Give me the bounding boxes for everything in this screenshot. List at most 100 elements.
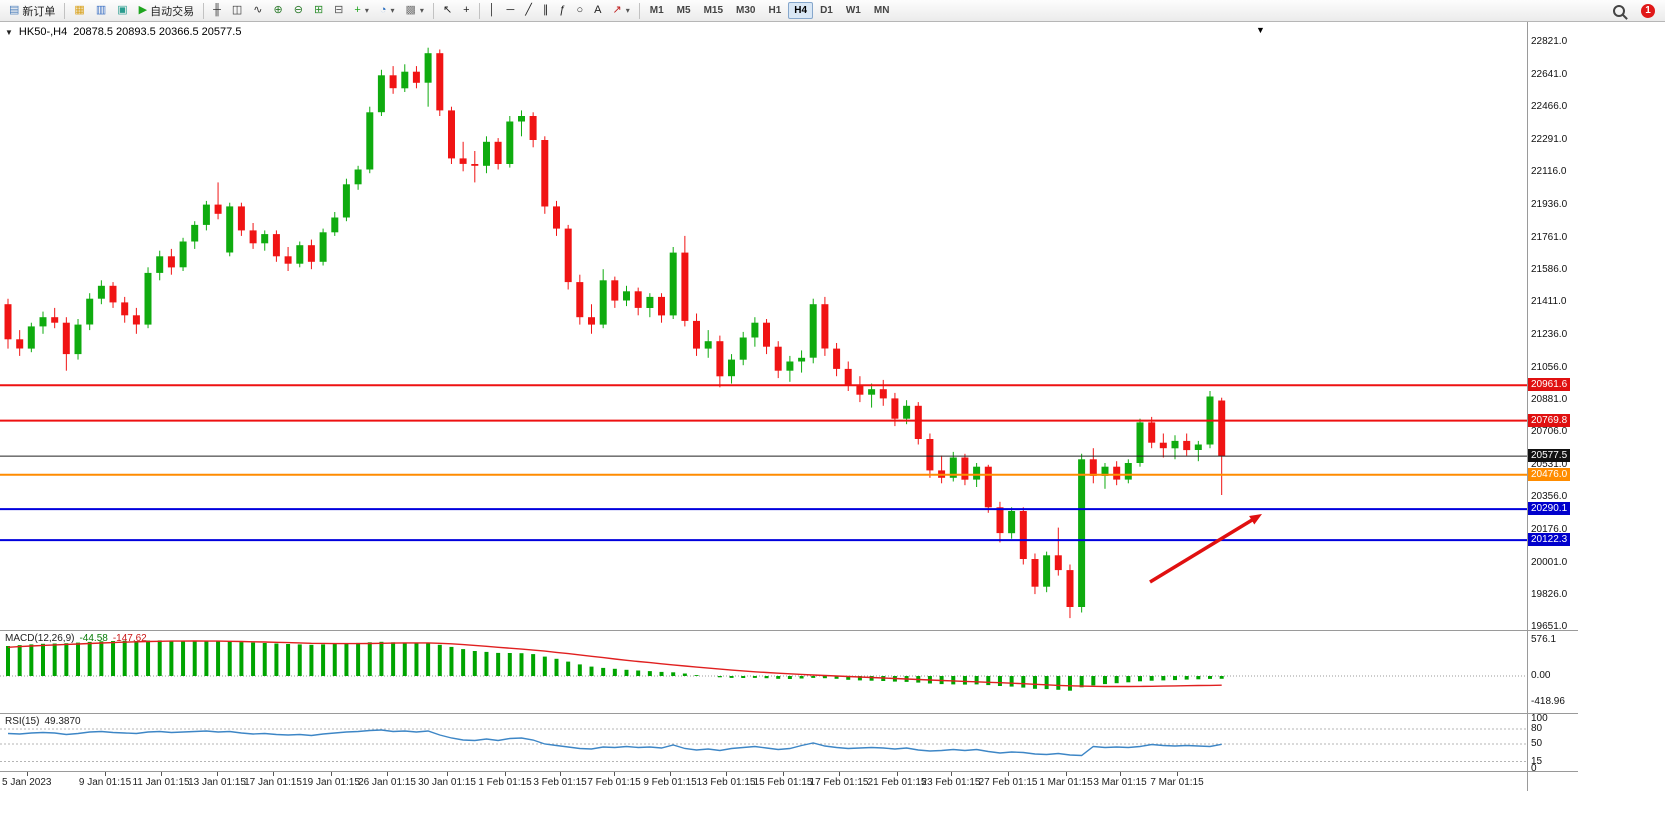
price-tag: 20476.0 (1528, 468, 1571, 481)
zoom-out-button[interactable]: ⊖ (289, 1, 308, 21)
price-axis-label: 20356.0 (1531, 491, 1568, 502)
time-tick (387, 772, 388, 776)
timeframe-button-h4[interactable]: H4 (788, 2, 814, 19)
time-tick (161, 772, 162, 776)
template-button[interactable]: ▩ ▾ (401, 1, 429, 21)
shapes-button[interactable]: ○ (572, 1, 589, 21)
chevron-down-icon: ▾ (364, 6, 369, 15)
candle (1159, 442, 1167, 449)
tile-windows-button[interactable]: ⊞ (309, 1, 328, 21)
timeframe-button-h1[interactable]: H1 (768, 5, 782, 16)
time-axis-label: 19 Jan 01:15 (302, 777, 360, 788)
price-axis-label: 21936.0 (1531, 199, 1568, 210)
panel-separator[interactable] (0, 630, 1578, 631)
text-icon: A (594, 4, 602, 16)
candle (284, 256, 292, 264)
rsi-chart[interactable] (0, 713, 1527, 771)
timeframe-button-d1[interactable]: D1 (820, 5, 833, 16)
candlestick-icon: ◫ (231, 4, 243, 16)
search-button[interactable] (1604, 1, 1634, 21)
candle (202, 204, 210, 225)
text-button[interactable]: A (589, 1, 606, 21)
time-tick (273, 772, 274, 776)
arrow-tool-button[interactable]: ↗ ▾ (608, 1, 635, 21)
candle (237, 206, 245, 231)
timeframe-button-mn[interactable]: MN (873, 5, 890, 16)
time-axis[interactable]: 5 Jan 2023 9 Jan 01:15 11 Jan 01:15 13 Jan … (0, 771, 1578, 793)
candle (588, 317, 595, 325)
price-axis-label: 19651.0 (1531, 621, 1568, 632)
candle (611, 280, 619, 301)
fibonacci-icon: ƒ (559, 4, 566, 16)
main-chart-panel[interactable] (0, 22, 1527, 630)
channel-icon: ∥ (542, 4, 549, 16)
charts-button[interactable]: ▦ (69, 1, 89, 21)
candle (1124, 463, 1132, 480)
price-axis-label: 20881.0 (1531, 394, 1568, 405)
time-tick (105, 772, 106, 776)
candle (436, 53, 444, 111)
crosshair-button[interactable]: + (458, 1, 474, 21)
vertical-line-button[interactable]: │ (484, 1, 501, 21)
candlestick-chart[interactable] (0, 22, 1527, 630)
price-axis-label: 19826.0 (1531, 589, 1568, 600)
timeframe-button-w1[interactable]: W1 (845, 5, 861, 16)
cursor-button[interactable]: ↖ (438, 1, 457, 21)
candle (1078, 459, 1086, 607)
collapse-arrow-icon[interactable]: ▼ (5, 27, 13, 37)
channel-button[interactable]: ∥ (538, 1, 554, 21)
horizontal-line-button[interactable]: ─ (501, 1, 519, 21)
rsi-axis-label: 0 (1531, 763, 1537, 774)
candle (798, 357, 806, 362)
tile-windows-icon: ⊞ (313, 4, 324, 16)
price-tag: 20769.8 (1528, 414, 1571, 427)
scroll-end-marker-icon[interactable]: ▼ (1256, 25, 1265, 35)
time-axis-label: 17 Feb 01:15 (809, 777, 869, 788)
time-tick (726, 772, 727, 776)
notification-badge[interactable]: 1 (1641, 3, 1655, 18)
bar-chart-icon: ╫ (213, 4, 221, 16)
horizontal-line-icon: ─ (506, 4, 515, 16)
timeframe-button-m15[interactable]: M15 (703, 5, 724, 16)
price-axis-label: 21761.0 (1531, 232, 1568, 243)
candle (483, 141, 490, 166)
new-order-button[interactable]: ▤ 新订单 (4, 1, 60, 21)
time-axis-label: 1 Feb 01:15 (478, 777, 532, 788)
zoom-in-button[interactable]: ⊕ (269, 1, 288, 21)
fibonacci-button[interactable]: ƒ (554, 1, 570, 21)
rsi-panel[interactable] (0, 713, 1527, 771)
price-axis-label: 20531.0 (1531, 459, 1568, 470)
trendline-button[interactable]: ╱ (520, 1, 537, 21)
candle (681, 252, 689, 321)
market-watch-button[interactable]: ▥ (91, 1, 111, 21)
period-button[interactable]: ◔ ▾ (375, 1, 400, 21)
line-chart-type-button[interactable]: ∿ (248, 1, 267, 21)
macd-panel[interactable] (0, 630, 1527, 713)
candle (623, 291, 630, 301)
price-axis-label: 22641.0 (1531, 69, 1568, 80)
time-tick (1120, 772, 1121, 776)
candle (401, 71, 409, 89)
arrange-windows-button[interactable]: ⊟ (329, 1, 348, 21)
candlestick-chart-type-button[interactable]: ◫ (227, 1, 247, 21)
timeframe-button-m5[interactable]: M5 (676, 5, 691, 16)
macd-chart[interactable] (0, 630, 1527, 713)
auto-trading-button[interactable]: ▶ 自动交易 (134, 1, 199, 21)
rsi-line (7, 729, 1222, 757)
trendline-icon: ╱ (525, 4, 532, 16)
candle (891, 398, 899, 419)
timeframe-button-m30[interactable]: M30 (736, 5, 756, 16)
arrow-annotation[interactable] (1149, 516, 1257, 584)
data-window-button[interactable]: ▣ (112, 1, 132, 21)
price-axis-label: 22116.0 (1531, 166, 1567, 177)
time-tick (897, 772, 898, 776)
candle (389, 75, 397, 89)
candle (412, 71, 420, 83)
panel-separator[interactable] (0, 713, 1578, 714)
new-order-icon: ▤ (9, 4, 20, 16)
bar-chart-type-button[interactable]: ╫ (208, 1, 226, 21)
time-axis-label: 21 Feb 01:15 (867, 777, 927, 788)
new-chart-button[interactable]: + ▾ (349, 1, 373, 21)
timeframe-button-m1[interactable]: M1 (649, 5, 664, 16)
macd-main-value: -44.58 (79, 633, 108, 644)
